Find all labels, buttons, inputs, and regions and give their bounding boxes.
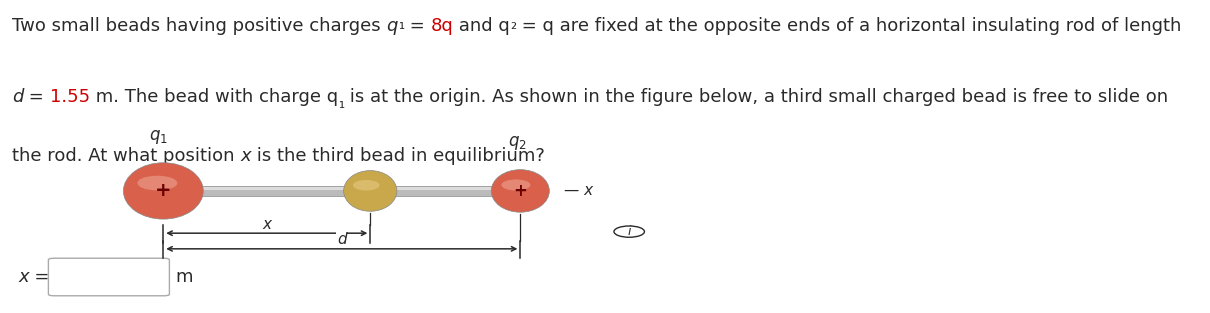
Ellipse shape xyxy=(344,171,397,211)
Text: x: x xyxy=(241,147,250,165)
Text: q: q xyxy=(386,17,398,35)
Text: $q_1$: $q_1$ xyxy=(149,127,168,146)
Ellipse shape xyxy=(501,179,530,191)
Text: =: = xyxy=(404,17,431,35)
Text: = q are fixed at the opposite ends of a horizontal insulating rod of length: = q are fixed at the opposite ends of a … xyxy=(517,17,1181,35)
Text: is the third bead in equilibrium?: is the third bead in equilibrium? xyxy=(250,147,544,165)
Text: d: d xyxy=(12,88,23,106)
Bar xyxy=(163,187,520,190)
Text: m. The bead with charge q: m. The bead with charge q xyxy=(90,88,339,106)
Text: $q_2$: $q_2$ xyxy=(508,134,528,152)
Text: Two small beads having positive charges: Two small beads having positive charges xyxy=(12,17,386,35)
Text: is at the origin. As shown in the figure below, a third small charged bead is fr: is at the origin. As shown in the figure… xyxy=(345,88,1169,106)
Text: d: d xyxy=(338,232,346,247)
Text: 8q: 8q xyxy=(431,17,454,35)
Text: ₁: ₁ xyxy=(398,17,404,32)
Bar xyxy=(163,186,520,196)
Text: x: x xyxy=(263,217,271,232)
Text: ₁: ₁ xyxy=(339,96,345,111)
Ellipse shape xyxy=(353,180,380,191)
Ellipse shape xyxy=(613,226,645,237)
Text: the rod. At what position: the rod. At what position xyxy=(12,147,241,165)
Ellipse shape xyxy=(123,163,203,219)
Text: =: = xyxy=(23,88,50,106)
FancyBboxPatch shape xyxy=(48,258,169,296)
Text: — x: — x xyxy=(564,183,593,198)
Text: +: + xyxy=(513,182,528,200)
Text: i: i xyxy=(628,225,630,238)
Ellipse shape xyxy=(491,170,549,212)
Text: ₂: ₂ xyxy=(509,17,517,32)
Text: x =: x = xyxy=(18,268,50,286)
Text: +: + xyxy=(155,182,172,200)
Text: 1.55: 1.55 xyxy=(50,88,90,106)
Text: and q: and q xyxy=(454,17,509,35)
Ellipse shape xyxy=(138,176,178,190)
Text: m: m xyxy=(175,268,192,286)
